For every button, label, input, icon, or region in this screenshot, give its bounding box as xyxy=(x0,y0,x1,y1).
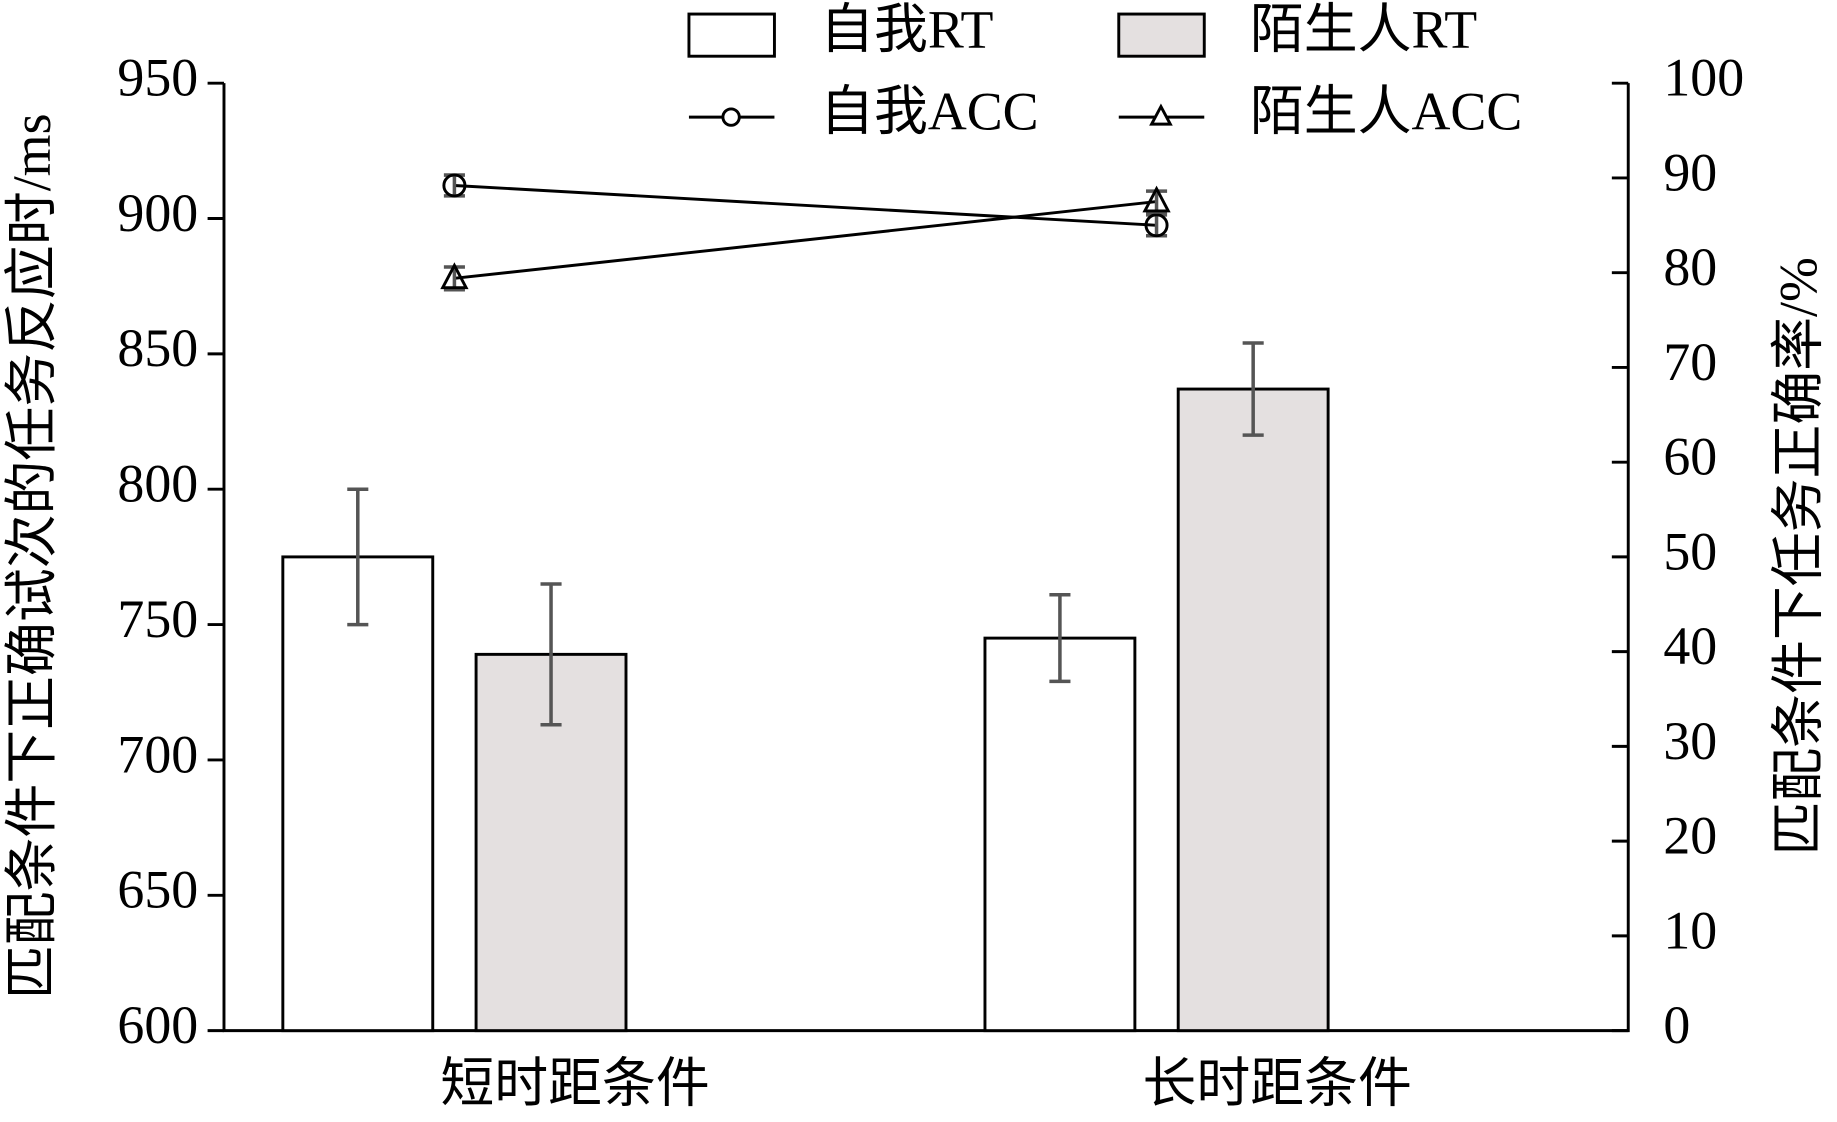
bar xyxy=(1176,387,1330,1033)
legend-label: 自我RT xyxy=(820,0,993,59)
marker xyxy=(1142,185,1171,213)
y2-tick-label: 90 xyxy=(1663,142,1717,202)
error-bar xyxy=(1049,593,1071,684)
line xyxy=(454,200,1157,280)
marker xyxy=(1144,213,1169,238)
bar xyxy=(281,555,435,1033)
line xyxy=(454,184,1157,227)
y-axis-title: 匹配条件下正确试次的任务反应时/ms xyxy=(2,113,62,999)
y2-tick-label: 30 xyxy=(1663,711,1717,771)
legend-swatch xyxy=(1117,12,1206,58)
legend-label: 陌生人ACC xyxy=(1250,81,1522,141)
y-tick-label: 950 xyxy=(117,48,198,108)
y-tick-label: 750 xyxy=(117,589,198,649)
legend-marker xyxy=(721,107,741,127)
marker xyxy=(442,173,467,198)
y2-tick-label: 60 xyxy=(1663,427,1717,487)
error-bar xyxy=(1242,341,1264,437)
error-bar xyxy=(347,487,369,627)
y2-tick-label: 50 xyxy=(1663,521,1717,581)
y2-axis-title: 匹配条件下任务正确率/% xyxy=(1768,257,1828,855)
axis-frame xyxy=(222,83,1630,1033)
legend-label: 陌生人RT xyxy=(1250,0,1477,59)
y2-tick-label: 100 xyxy=(1663,48,1744,108)
y-tick-label: 900 xyxy=(117,183,198,243)
y2-tick-label: 40 xyxy=(1663,616,1717,676)
y2-tick-label: 80 xyxy=(1663,237,1717,297)
legend-swatch xyxy=(687,12,776,58)
y-tick-label: 800 xyxy=(117,454,198,514)
y2-tick-label: 20 xyxy=(1663,806,1717,866)
marker xyxy=(440,262,469,290)
bar xyxy=(983,636,1137,1033)
y-tick-label: 650 xyxy=(117,860,198,920)
y-tick-label: 600 xyxy=(117,995,198,1055)
y2-tick-label: 70 xyxy=(1663,332,1717,392)
y-tick-label: 850 xyxy=(117,318,198,378)
y2-tick-label: 0 xyxy=(1663,995,1690,1055)
legend-marker xyxy=(1149,103,1173,126)
y2-tick-label: 10 xyxy=(1663,900,1717,960)
x-tick-label: 短时距条件 xyxy=(440,1054,709,1114)
error-bar xyxy=(540,582,562,727)
x-tick-label: 长时距条件 xyxy=(1143,1054,1412,1114)
legend-label: 自我ACC xyxy=(820,81,1038,141)
y-tick-label: 700 xyxy=(117,724,198,784)
